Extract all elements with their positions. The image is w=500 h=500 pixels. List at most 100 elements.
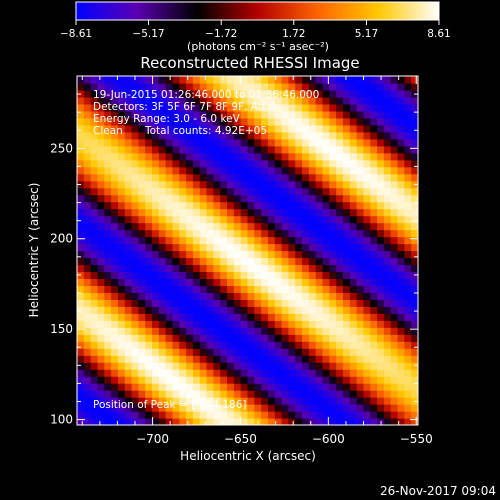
heatmap-cell: [179, 313, 187, 321]
heatmap-cell: [274, 138, 283, 147]
heatmap-cell: [145, 173, 153, 182]
heatmap-cell: [124, 152, 133, 161]
heatmap-cell: [288, 208, 296, 217]
heatmap-cell: [179, 215, 187, 224]
heatmap-cell: [247, 110, 255, 119]
heatmap-cell: [83, 117, 92, 126]
heatmap-cell: [138, 124, 146, 133]
heatmap-cell: [342, 159, 351, 168]
heatmap-cell: [179, 362, 187, 370]
heatmap-cell: [138, 306, 146, 314]
heatmap-cell: [158, 404, 167, 412]
heatmap-cell: [308, 334, 317, 342]
heatmap-cell: [111, 187, 119, 196]
heatmap-cell: [206, 145, 214, 154]
heatmap-cell: [77, 383, 85, 391]
heatmap-cell: [404, 278, 412, 286]
heatmap-cell: [295, 299, 303, 307]
heatmap-cell: [199, 271, 208, 280]
heatmap-cell: [192, 390, 201, 398]
heatmap-cell: [329, 313, 337, 321]
heatmap-cell: [240, 124, 249, 133]
heatmap-cell: [104, 222, 112, 231]
heatmap-cell: [397, 82, 405, 91]
heatmap-cell: [131, 404, 139, 412]
heatmap-cell: [356, 180, 365, 189]
heatmap-cell: [227, 369, 235, 377]
heatmap-cell: [117, 299, 126, 307]
heatmap-cell: [356, 229, 365, 238]
heatmap-cell: [206, 390, 214, 398]
heatmap-cell: [356, 145, 365, 154]
heatmap-cell: [370, 411, 378, 419]
heatmap-cell: [199, 124, 208, 133]
heatmap-cell: [111, 292, 119, 300]
heatmap-cell: [370, 76, 378, 84]
heatmap-cell: [220, 362, 228, 370]
heatmap-cell: [206, 229, 214, 238]
heatmap-cell: [322, 201, 330, 210]
heatmap-cell: [329, 208, 337, 217]
heatmap-cell: [377, 180, 385, 189]
heatmap-cell: [233, 76, 242, 84]
heatmap-cell: [383, 173, 392, 182]
heatmap-cell: [199, 110, 208, 119]
heatmap-cell: [83, 194, 92, 203]
heatmap-cell: [131, 201, 139, 210]
heatmap-cell: [349, 187, 358, 196]
heatmap-cell: [302, 89, 310, 98]
heatmap-cell: [124, 264, 133, 273]
heatmap-cell: [233, 404, 242, 412]
heatmap-cell: [349, 355, 358, 363]
heatmap-cell: [254, 215, 262, 224]
heatmap-cell: [288, 152, 296, 161]
heatmap-cell: [165, 159, 174, 168]
heatmap-cell: [288, 215, 296, 224]
heatmap-cell: [363, 404, 371, 412]
heatmap-cell: [227, 82, 235, 91]
heatmap-cell: [397, 159, 405, 168]
heatmap-cell: [302, 82, 310, 91]
heatmap-cell: [138, 250, 146, 259]
heatmap-cell: [158, 215, 167, 224]
heatmap-cell: [179, 103, 187, 112]
heatmap-cell: [370, 362, 378, 370]
heatmap-cell: [397, 229, 405, 238]
heatmap-cell: [124, 215, 133, 224]
heatmap-cell: [220, 152, 228, 161]
heatmap-cell: [411, 145, 418, 154]
heatmap-cell: [356, 76, 365, 84]
heatmap-cell: [77, 173, 85, 182]
heatmap-cell: [97, 110, 105, 119]
heatmap-cell: [227, 271, 235, 280]
heatmap-cell: [77, 159, 85, 168]
heatmap-cell: [227, 124, 235, 133]
heatmap-cell: [131, 341, 139, 349]
heatmap-cell: [267, 390, 276, 398]
heatmap-cell: [397, 131, 405, 140]
heatmap-cell: [302, 306, 310, 314]
heatmap-cell: [322, 82, 330, 91]
heatmap-cell: [404, 145, 412, 154]
heatmap-cell: [404, 376, 412, 384]
heatmap-cell: [111, 243, 119, 252]
heatmap-cell: [131, 271, 139, 280]
heatmap-cell: [308, 180, 317, 189]
heatmap-cell: [131, 82, 139, 91]
heatmap-cell: [329, 103, 337, 112]
heatmap-cell: [213, 306, 221, 314]
heatmap-cell: [247, 418, 255, 425]
heatmap-cell: [247, 292, 255, 300]
heatmap-cell: [281, 369, 290, 377]
heatmap-cell: [240, 320, 249, 328]
heatmap-cell: [111, 383, 119, 391]
heatmap-cell: [322, 411, 330, 419]
heatmap-cell: [411, 124, 418, 133]
heatmap-cell: [274, 82, 283, 91]
heatmap-cell: [213, 215, 221, 224]
heatmap-cell: [117, 397, 126, 405]
heatmap-cell: [356, 159, 365, 168]
heatmap-cell: [247, 243, 255, 252]
heatmap-cell: [295, 341, 303, 349]
heatmap-cell: [336, 320, 344, 328]
